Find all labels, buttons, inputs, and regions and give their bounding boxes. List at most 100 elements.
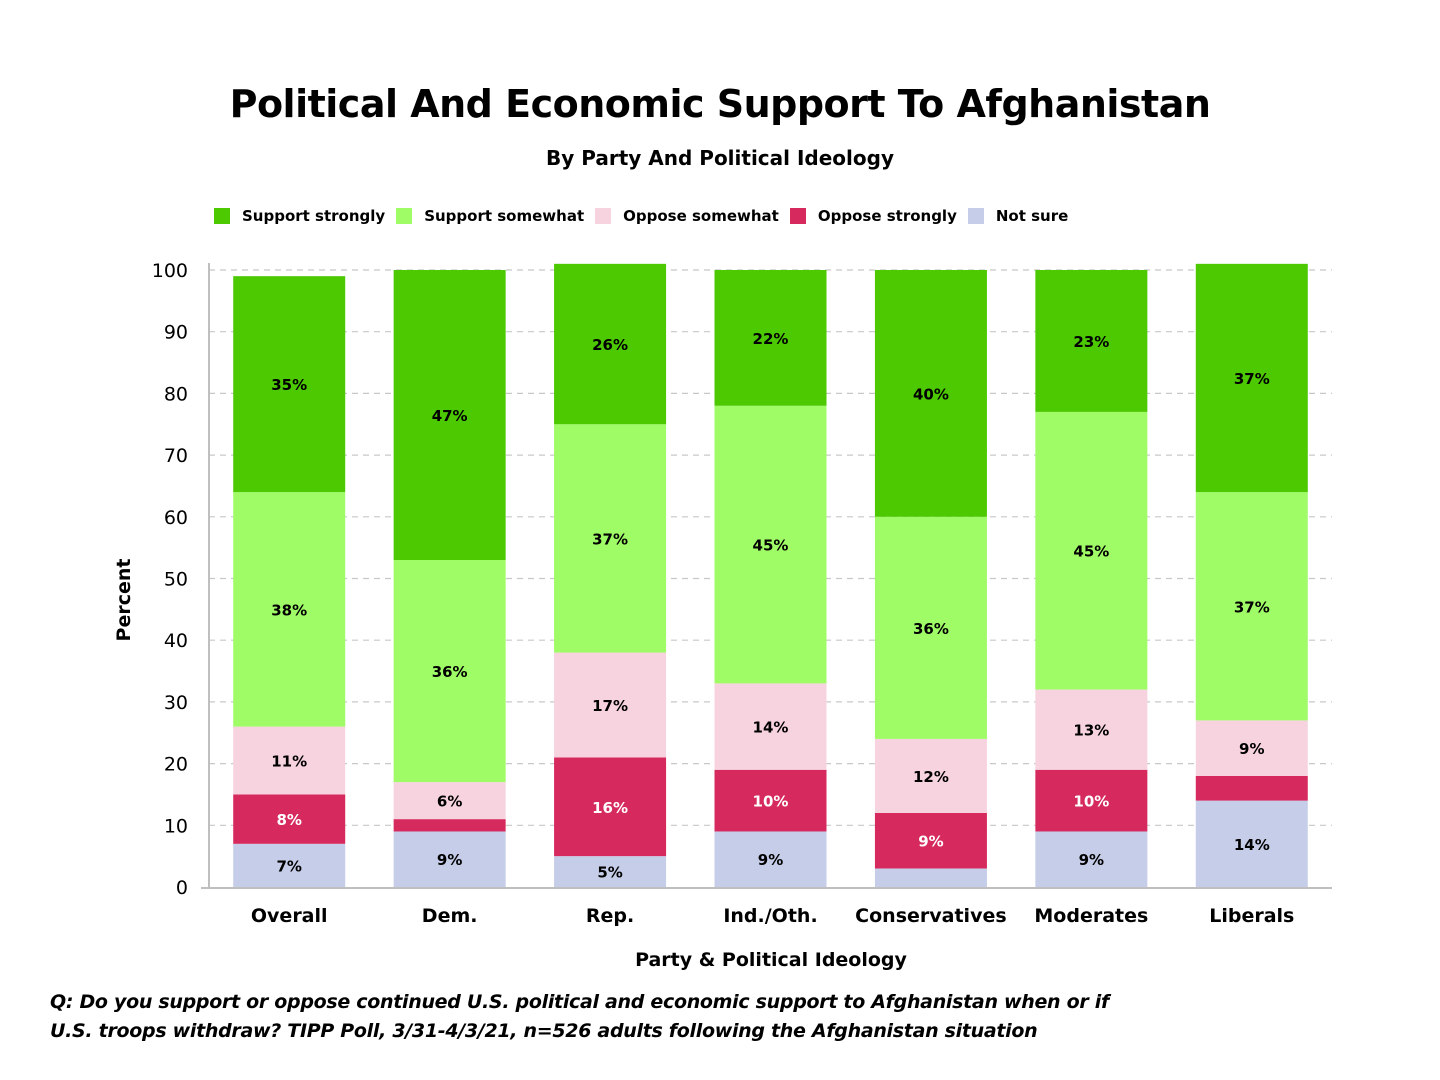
data-label: 23% [1073, 333, 1109, 351]
bar-segment-not-sure [1035, 831, 1148, 887]
y-tick-label: 90 [164, 322, 188, 344]
bar-segment-oppose-strongly [554, 757, 667, 857]
data-label: 10% [1073, 793, 1109, 811]
data-label: 9% [758, 851, 783, 869]
bar-segment-support-somewhat [874, 516, 987, 739]
data-label: 36% [432, 663, 468, 681]
bar-segment-support-somewhat [1195, 492, 1308, 721]
bar-segment-not-sure [874, 868, 987, 887]
data-label: 7% [276, 857, 301, 875]
legend-label: Oppose somewhat [623, 207, 779, 225]
bar-segment-oppose-somewhat [874, 738, 987, 813]
bar-segment-oppose-strongly [1195, 775, 1308, 801]
y-tick-label: 30 [164, 692, 188, 714]
data-label: 45% [753, 537, 789, 555]
bar-segment-support-strongly [554, 263, 667, 425]
bars [233, 263, 1308, 887]
data-label: 17% [592, 697, 628, 715]
x-tick-label: Conservatives [855, 905, 1006, 927]
bar-segment-not-sure [554, 856, 667, 887]
data-label: 26% [592, 336, 628, 354]
bar-segment-oppose-strongly [714, 769, 827, 832]
x-tick-label: Overall [251, 905, 328, 927]
data-label: 12% [913, 768, 949, 786]
data-label: 45% [1073, 543, 1109, 561]
legend-item-support-somewhat: Support somewhat [396, 207, 584, 225]
tick-labels: 0 10 20 30 40 50 60 70 80 90 100 Overall Dem. Rep. Ind… [152, 260, 1295, 927]
data-label: 35% [271, 376, 307, 394]
bar-segment-oppose-somewhat [714, 683, 827, 770]
bar-segment-oppose-somewhat [1035, 689, 1148, 770]
legend-label: Oppose strongly [817, 207, 957, 225]
legend-item-support-strongly: Support strongly [214, 207, 385, 225]
legend-label: Not sure [995, 207, 1069, 225]
bar-segment-oppose-somewhat [233, 726, 346, 795]
legend-swatch-support-somewhat [396, 208, 413, 224]
bar-segment-oppose-strongly [1035, 769, 1148, 832]
chart-subtitle: By Party And Political Ideology [546, 146, 894, 170]
data-label: 6% [437, 793, 462, 811]
y-tick-label: 100 [152, 260, 188, 282]
x-axis-label: Party & Political Ideology [635, 949, 907, 971]
bar-segment-oppose-somewhat [554, 652, 667, 758]
bar-segment-support-somewhat [393, 559, 506, 783]
bar-segment-support-strongly [1035, 270, 1148, 412]
data-label: 5% [597, 864, 622, 882]
x-tick-label: Moderates [1034, 905, 1148, 927]
x-tick-label: Dem. [422, 905, 478, 927]
bar-segment-not-sure [393, 831, 506, 887]
chart-title: Political And Economic Support To Afghan… [229, 82, 1211, 126]
legend-swatch-oppose-somewhat [595, 208, 612, 224]
y-tick-label: 70 [164, 445, 188, 467]
data-label: 13% [1073, 722, 1109, 740]
legend-item-not-sure: Not sure [967, 207, 1069, 225]
bar-segment-oppose-strongly [233, 794, 346, 844]
bar-segment-not-sure [233, 843, 346, 887]
legend-swatch-oppose-strongly [789, 208, 806, 224]
footer-line-1: Q: Do you support or oppose continued U.… [50, 991, 1109, 1013]
data-label: 37% [592, 530, 628, 548]
data-label: 8% [276, 811, 301, 829]
bar-segment-support-strongly [393, 270, 506, 560]
x-tick-label: Ind./Oth. [723, 905, 817, 927]
legend-item-oppose-somewhat: Oppose somewhat [595, 207, 779, 225]
y-axis-label: Percent [113, 559, 135, 642]
data-label: 14% [753, 719, 789, 737]
data-label: 37% [1234, 370, 1270, 388]
data-label: 16% [592, 799, 628, 817]
data-label: 40% [913, 385, 949, 403]
footer-line-2: U.S. troops withdraw? TIPP Poll, 3/31-4/… [50, 1020, 1038, 1042]
y-tick-label: 60 [164, 507, 188, 529]
legend-label: Support somewhat [424, 207, 585, 225]
data-label: 10% [753, 793, 789, 811]
bar-segment-support-somewhat [554, 424, 667, 653]
legend-item-oppose-strongly: Oppose strongly [789, 207, 957, 225]
y-tick-label: 20 [164, 754, 188, 776]
bar-segment-oppose-strongly [393, 819, 506, 832]
data-label: 38% [271, 601, 307, 619]
bar-segment-support-somewhat [1035, 411, 1148, 690]
axes [201, 263, 1332, 889]
data-label: 9% [1239, 740, 1264, 758]
data-label: 9% [437, 851, 462, 869]
bar-segment-support-strongly [233, 276, 346, 493]
data-label: 36% [913, 620, 949, 638]
data-label: 37% [1234, 598, 1270, 616]
data-label: 22% [753, 330, 789, 348]
bar-segment-not-sure [1195, 800, 1308, 887]
y-tick-label: 10 [164, 815, 188, 837]
legend-swatch-support-strongly [214, 208, 230, 224]
bar-segment-support-somewhat [233, 492, 346, 727]
data-label: 14% [1234, 836, 1270, 854]
data-label: 9% [918, 833, 943, 851]
legend: Support strongly Support somewhat Oppose… [214, 207, 1079, 225]
y-tick-label: 80 [164, 383, 188, 405]
y-tick-label: 40 [164, 630, 188, 652]
x-tick-label: Rep. [586, 905, 634, 927]
data-label: 11% [271, 753, 307, 771]
bar-segment-oppose-somewhat [393, 782, 506, 820]
bar-segment-not-sure [714, 831, 827, 887]
bar-segment-support-strongly [874, 270, 987, 517]
y-tick-label: 0 [176, 877, 188, 899]
